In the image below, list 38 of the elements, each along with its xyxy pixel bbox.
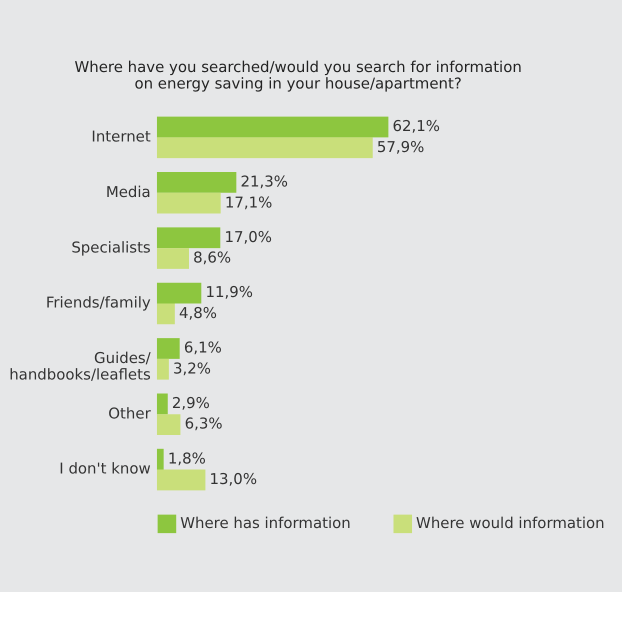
bar — [156, 227, 220, 248]
bar — [156, 248, 190, 269]
y-tick-label: Specialists — [71, 238, 151, 256]
data-label: 62,1% — [392, 117, 440, 136]
data-label: 8,6% — [193, 248, 232, 267]
bar — [156, 414, 180, 435]
y-tick-label: Internet — [91, 128, 151, 146]
bar — [156, 282, 202, 304]
bar — [156, 192, 221, 214]
chart-title: Where have you searched/would you search for information on energy saving in your house/apartment? — [74, 58, 522, 92]
data-label: 17,0% — [224, 228, 272, 246]
data-label: 6,1% — [184, 338, 222, 357]
bar — [156, 393, 168, 414]
legend-label: Where has information — [180, 514, 351, 532]
data-label: 57,9% — [376, 138, 424, 156]
data-label: 2,9% — [172, 394, 210, 412]
data-label: 6,3% — [184, 414, 223, 433]
bar — [156, 137, 373, 158]
bar — [156, 303, 175, 324]
bar — [156, 116, 388, 138]
data-label: 4,8% — [178, 304, 217, 322]
bar — [156, 358, 169, 380]
bar — [156, 172, 236, 193]
data-label: 1,8% — [168, 449, 206, 468]
data-label: 17,1% — [224, 193, 272, 212]
legend-label: Where would information — [416, 514, 605, 532]
bar — [156, 338, 180, 359]
y-tick-label: Media — [106, 182, 151, 201]
bar — [156, 470, 206, 490]
y-tick-label: Other — [108, 404, 152, 422]
bar — [156, 448, 164, 470]
y-tick-label: Friends/family — [46, 294, 151, 312]
y-tick-label: Guides/ handbooks/leaflets — [9, 348, 152, 384]
data-label: 3,2% — [173, 359, 211, 378]
data-label: 11,9% — [205, 283, 253, 302]
data-label: 21,3% — [240, 172, 288, 191]
y-tick-label: I don't know — [59, 460, 151, 478]
data-label: 13,0% — [210, 470, 258, 488]
